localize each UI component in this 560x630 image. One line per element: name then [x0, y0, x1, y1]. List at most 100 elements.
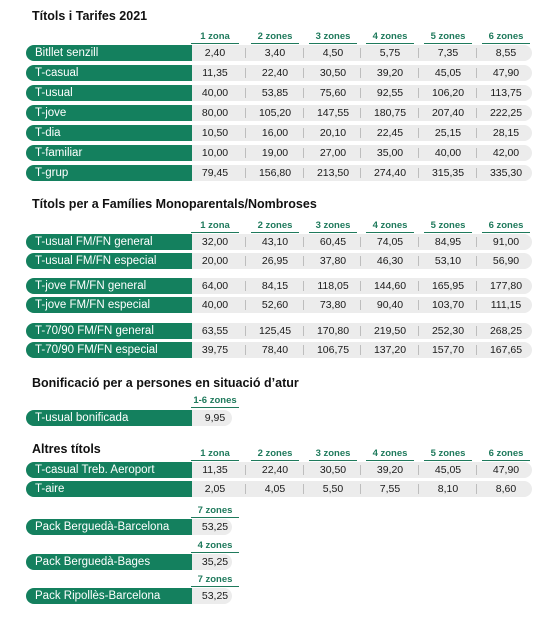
row-label-text: T-grup — [35, 167, 69, 179]
cell-separator — [418, 484, 419, 494]
cell-separator — [245, 168, 246, 178]
price-cell: 45,05 — [434, 67, 462, 79]
cell-separator — [476, 326, 477, 336]
price-cell: 28,15 — [492, 127, 520, 139]
cell-separator — [303, 48, 304, 58]
cell-separator — [418, 345, 419, 355]
price-cell: 56,90 — [492, 255, 520, 267]
cell-separator — [476, 484, 477, 494]
price-cell: 78,40 — [261, 344, 289, 356]
cell-separator — [245, 326, 246, 336]
zone-header: 6 zones — [482, 31, 530, 44]
price-cell: 60,45 — [319, 236, 347, 248]
row-background — [176, 65, 532, 81]
cell-separator — [245, 68, 246, 78]
price-cell: 5,50 — [322, 483, 344, 495]
zone-header: 7 zones — [191, 574, 239, 587]
cell-separator — [245, 484, 246, 494]
price-cell: 74,05 — [376, 236, 404, 248]
price-cell: 2,40 — [204, 47, 226, 59]
cell-separator — [303, 345, 304, 355]
price-cell: 180,75 — [373, 107, 407, 119]
cell-separator — [360, 465, 361, 475]
price-cell: 39,20 — [376, 464, 404, 476]
price-cell: 39,75 — [201, 344, 229, 356]
cell-separator — [360, 148, 361, 158]
row-background — [176, 481, 532, 497]
cell-separator — [418, 148, 419, 158]
row-background — [176, 462, 532, 478]
row-label-text: T-dia — [35, 127, 61, 139]
row-label: Pack Ripollès-Barcelona — [26, 588, 192, 604]
zone-header: 4 zones — [191, 540, 239, 553]
cell-separator — [245, 300, 246, 310]
price-cell: 125,45 — [258, 325, 292, 337]
price-cell: 84,15 — [261, 280, 289, 292]
zone-header: 3 zones — [309, 220, 357, 233]
price-cell: 113,75 — [490, 87, 522, 99]
price-cell: 170,80 — [316, 325, 350, 337]
cell-separator — [360, 108, 361, 118]
price-cell: 45,05 — [434, 464, 462, 476]
zone-header: 7 zones — [191, 505, 239, 518]
price-cell: 9,95 — [204, 412, 226, 424]
price-cell: 252,30 — [431, 325, 465, 337]
cell-separator — [360, 300, 361, 310]
row-label: Pack Berguedà-Barcelona — [26, 519, 192, 535]
price-cell: 335,30 — [489, 167, 523, 179]
price-cell: 92,55 — [376, 87, 404, 99]
price-cell: 268,25 — [489, 325, 523, 337]
cell-separator — [418, 465, 419, 475]
price-cell: 30,50 — [319, 464, 347, 476]
price-cell: 10,50 — [201, 127, 229, 139]
row-background — [176, 45, 532, 61]
cell-separator — [476, 88, 477, 98]
cell-separator — [418, 168, 419, 178]
row-label-text: Pack Berguedà-Barcelona — [35, 521, 170, 533]
price-cell: 7,55 — [379, 483, 401, 495]
section-title: Altres títols — [32, 442, 101, 456]
row-background — [176, 278, 532, 294]
zone-header: 2 zones — [251, 220, 299, 233]
row-label-text: T-usual FM/FN general — [35, 236, 153, 248]
row-background — [176, 85, 532, 101]
price-cell: 4,50 — [322, 47, 344, 59]
row-label: T-aire — [26, 481, 192, 497]
cell-separator — [360, 48, 361, 58]
cell-separator — [360, 88, 361, 98]
cell-separator — [245, 281, 246, 291]
row-label-text: T-usual FM/FN especial — [35, 255, 157, 267]
price-cell: 11,35 — [202, 464, 228, 476]
cell-separator — [303, 300, 304, 310]
price-cell: 91,00 — [492, 236, 520, 248]
cell-separator — [418, 256, 419, 266]
row-label-text: T-jove FM/FN especial — [35, 299, 151, 311]
cell-separator — [245, 237, 246, 247]
row-label: Bitllet senzill — [26, 45, 192, 61]
price-cell: 30,50 — [319, 67, 347, 79]
price-cell: 144,60 — [373, 280, 407, 292]
price-cell: 53,25 — [201, 590, 229, 602]
cell-separator — [360, 484, 361, 494]
row-background — [176, 105, 532, 121]
row-background — [176, 253, 532, 269]
zone-header: 3 zones — [309, 31, 357, 44]
cell-separator — [476, 68, 477, 78]
price-cell: 39,20 — [376, 67, 404, 79]
row-label-text: T-70/90 FM/FN especial — [35, 344, 158, 356]
price-cell: 8,55 — [495, 47, 517, 59]
price-cell: 11,35 — [202, 67, 228, 79]
cell-separator — [303, 68, 304, 78]
row-label-text: Bitllet senzill — [35, 47, 99, 59]
price-cell: 7,35 — [437, 47, 459, 59]
cell-separator — [245, 88, 246, 98]
cell-separator — [303, 88, 304, 98]
price-cell: 157,70 — [431, 344, 465, 356]
cell-separator — [360, 345, 361, 355]
row-label: T-familiar — [26, 145, 192, 161]
row-background — [176, 145, 532, 161]
cell-separator — [303, 148, 304, 158]
cell-separator — [303, 108, 304, 118]
row-label-text: T-casual Treb. Aeroport — [35, 464, 155, 476]
price-cell: 3,40 — [264, 47, 286, 59]
